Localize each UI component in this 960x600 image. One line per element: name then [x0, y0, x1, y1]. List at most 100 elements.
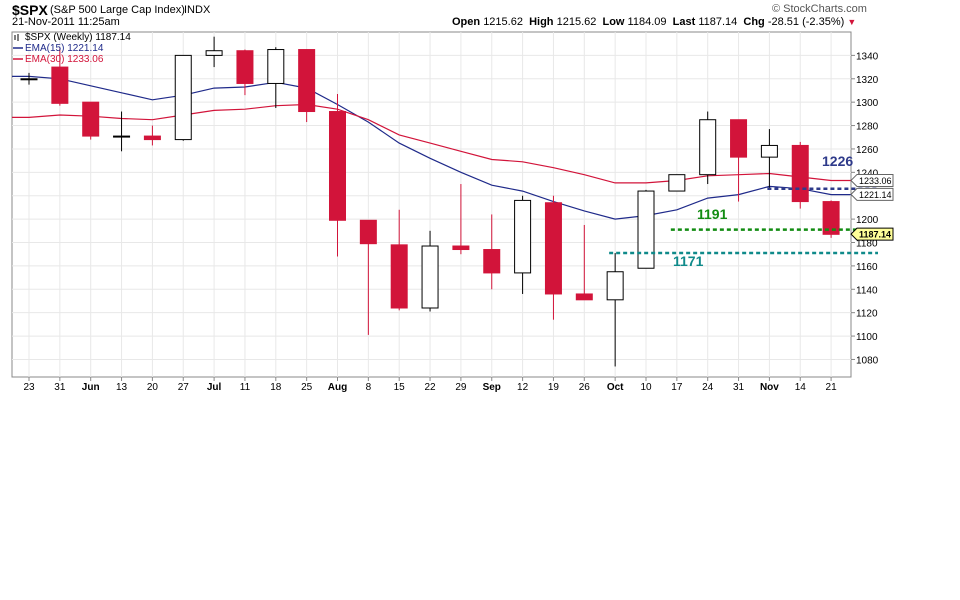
x-tick-label: 11 [240, 382, 251, 393]
x-tick-label: Oct [607, 382, 624, 393]
candle-body [637, 190, 655, 269]
ema-line-ema30 [12, 103, 892, 184]
chg-label: Chg [743, 16, 765, 28]
y-tick-label: 1080 [856, 355, 879, 366]
y-tick-label: 1100 [856, 332, 878, 343]
x-tick-label: Jul [207, 382, 222, 393]
last-value-tag [850, 187, 894, 201]
y-tick-label: 1320 [856, 75, 879, 86]
x-tick-label: 8 [366, 382, 372, 393]
last-value-tag [850, 173, 894, 187]
y-tick-label: 1280 [856, 122, 879, 133]
ticker-symbol: $SPX [12, 2, 48, 18]
x-tick-label: 13 [116, 382, 128, 393]
high-label: High [529, 16, 554, 28]
y-tick-label: 1180 [856, 239, 878, 250]
last-value-tag-text: 1221.14 [859, 190, 892, 200]
level-label-1226: 1226 [822, 153, 853, 169]
quote-summary: Open 1215.62 High 1215.62 Low 1184.09 La… [452, 16, 856, 28]
open-value: 1215.62 [483, 16, 523, 28]
candle-body [760, 144, 778, 158]
candle-body [452, 245, 470, 251]
ticker-name: (S&P 500 Large Cap Index) [50, 4, 185, 16]
candle-body [113, 135, 131, 138]
candle-body [822, 201, 840, 235]
candle-body [421, 245, 439, 309]
candle-body [606, 271, 624, 301]
candle-body [329, 111, 346, 221]
x-tick-label: 21 [826, 382, 838, 393]
candle-body [514, 199, 532, 274]
candle-body [82, 101, 100, 137]
x-tick-label: 15 [394, 382, 406, 393]
x-tick-label: Aug [328, 382, 347, 393]
y-tick-label: 1240 [856, 168, 879, 179]
x-tick-label: 27 [178, 382, 190, 393]
quote-date: 21-Nov-2011 11:25am [12, 16, 120, 28]
stockcharts-credit: © StockCharts.com [772, 3, 867, 15]
last-value-tag-text: 1187.14 [859, 230, 891, 240]
high-value: 1215.62 [556, 16, 597, 28]
chg-value: -28.51 (-2.35%) [767, 16, 845, 28]
level-label-1171: 1171 [673, 253, 704, 269]
last-label: Last [672, 16, 696, 28]
candle-body [20, 78, 38, 81]
x-tick-label: 19 [548, 382, 560, 393]
x-tick-label: 26 [579, 382, 591, 393]
y-tick-label: 1120 [856, 309, 878, 320]
last-value: 1187.14 [698, 16, 738, 28]
ema-line-ema15 [12, 75, 892, 220]
low-label: Low [602, 16, 625, 28]
x-tick-label: 10 [640, 382, 652, 393]
candle-body [51, 66, 69, 104]
y-tick-label: 1200 [856, 215, 879, 226]
x-tick-label: 14 [795, 382, 807, 393]
last-value-tag [850, 227, 894, 241]
candle-body [143, 135, 161, 141]
y-tick-label: 1300 [856, 98, 879, 109]
candle-body [575, 293, 593, 301]
x-tick-label: 31 [54, 382, 66, 393]
x-tick-label: 22 [424, 382, 436, 393]
x-tick-label: 23 [23, 382, 35, 393]
x-tick-label: 12 [517, 382, 529, 393]
legend-item: EMA(15) 1221.14 [25, 43, 104, 54]
plot-frame [11, 31, 852, 378]
y-tick-label: 1140 [856, 285, 878, 296]
candle-body [390, 244, 408, 309]
x-tick-label: 31 [733, 382, 745, 393]
down-arrow-icon: ▼ [847, 17, 857, 27]
x-tick-label: Jun [82, 382, 100, 393]
candle-body [730, 119, 748, 158]
x-tick-label: Sep [483, 382, 501, 393]
x-tick-label: 25 [301, 382, 313, 393]
x-tick-label: 20 [147, 382, 159, 393]
last-value-tag-text: 1233.06 [859, 176, 892, 186]
y-tick-label: 1260 [856, 145, 879, 156]
low-value: 1184.09 [627, 16, 667, 28]
legend-item: EMA(30) 1233.06 [25, 54, 104, 65]
candle-body [544, 202, 562, 295]
candle-body [236, 50, 254, 84]
x-tick-label: 29 [455, 382, 467, 393]
candle-body [174, 54, 192, 141]
level-label-1191: 1191 [697, 206, 728, 222]
y-tick-label: 1340 [856, 51, 879, 62]
candle-body [298, 49, 316, 113]
candle-body [483, 249, 501, 274]
candle-body [267, 49, 285, 84]
candle-body [205, 50, 223, 56]
candle-body [791, 144, 809, 203]
candle-body [359, 219, 377, 245]
candle-body [699, 119, 717, 176]
legend-item: $SPX (Weekly) 1187.14 [25, 32, 131, 43]
x-tick-label: 18 [270, 382, 282, 393]
x-tick-label: 17 [671, 382, 683, 393]
exchange-label: INDX [184, 4, 211, 16]
candle-body [668, 174, 686, 192]
x-tick-label: 24 [702, 382, 714, 393]
open-label: Open [452, 16, 481, 28]
y-tick-label: 1160 [856, 262, 878, 273]
x-tick-label: Nov [760, 382, 779, 393]
